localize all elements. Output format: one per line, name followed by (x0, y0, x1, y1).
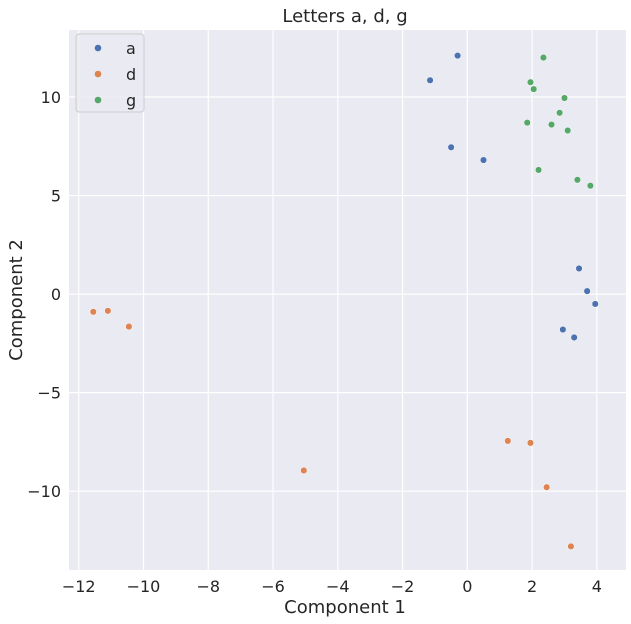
point-a (454, 52, 462, 60)
point-a (575, 264, 583, 273)
point-d (504, 437, 512, 445)
point-d (89, 308, 97, 316)
point-a (570, 333, 578, 341)
point-a (479, 156, 488, 164)
y-tick-label: 5 (51, 187, 61, 206)
legend-frame (75, 33, 145, 113)
x-tick-label: 2 (527, 577, 537, 596)
point-d (125, 323, 133, 331)
point-g (573, 176, 581, 184)
y-tick-label: 0 (51, 285, 61, 304)
y-axis-label: Component 2 (6, 239, 27, 361)
grid-lines (69, 30, 626, 570)
point-d (543, 483, 551, 491)
point-g (556, 109, 564, 117)
plot-area (69, 30, 626, 570)
point-g (547, 121, 556, 129)
point-g (535, 166, 543, 174)
legend: adg (75, 33, 145, 113)
x-tick-label: −2 (391, 577, 415, 596)
point-g (523, 119, 531, 127)
legend-marker-g (94, 96, 102, 104)
x-axis-ticks: −12 −10 −8 −6 −4 −2 0 2 4 (62, 577, 602, 596)
x-axis-label: Component 1 (284, 597, 406, 618)
x-tick-label: −6 (261, 577, 285, 596)
legend-marker-d (94, 70, 102, 78)
x-tick-label: 4 (592, 577, 602, 596)
point-g (530, 85, 538, 93)
point-d (567, 542, 575, 550)
point-d (526, 439, 535, 447)
x-tick-label: −4 (326, 577, 350, 596)
point-g (560, 94, 569, 102)
point-a (447, 143, 455, 151)
x-tick-label: −10 (127, 577, 161, 596)
y-tick-label: 10 (41, 88, 61, 107)
x-tick-label: −8 (196, 577, 220, 596)
point-g (526, 78, 535, 86)
point-d (104, 307, 112, 315)
point-a (426, 76, 434, 84)
legend-label-g: g (126, 91, 136, 110)
point-d (300, 466, 308, 475)
point-a (583, 287, 591, 295)
point-g (564, 126, 572, 135)
x-tick-label: −12 (62, 577, 96, 596)
y-axis-ticks: −10 −5 0 5 10 (27, 88, 61, 501)
chart-title: Letters a, d, g (282, 6, 407, 27)
y-tick-label: −5 (37, 384, 61, 403)
point-a (591, 300, 599, 308)
point-g (586, 182, 594, 190)
legend-label-a: a (126, 39, 136, 58)
legend-marker-a (94, 44, 102, 52)
y-tick-label: −10 (27, 482, 61, 501)
point-a (559, 326, 567, 334)
data-points (89, 52, 599, 550)
point-g (539, 54, 547, 62)
x-tick-label: 0 (462, 577, 472, 596)
legend-label-d: d (126, 65, 136, 84)
